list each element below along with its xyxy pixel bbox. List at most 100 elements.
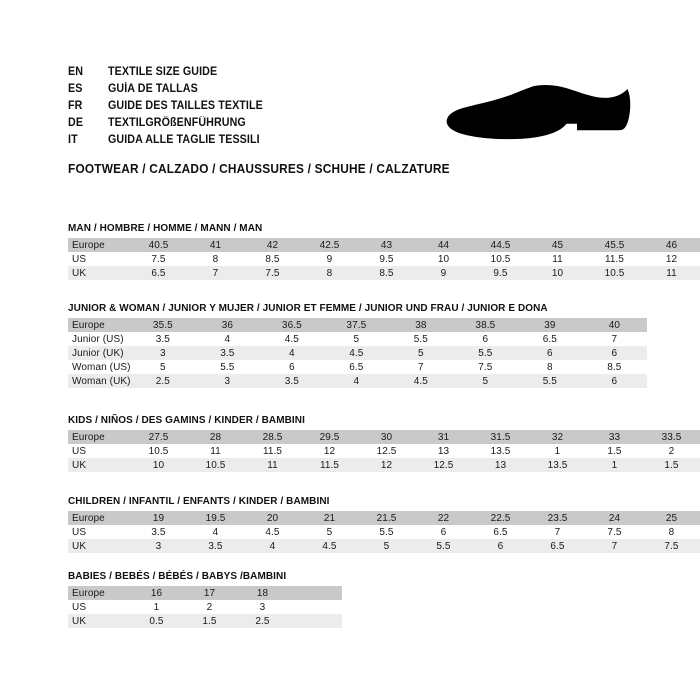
size-cell: 1.5 (183, 614, 236, 628)
size-cell: 5 (324, 332, 389, 346)
size-cell: 10.5 (130, 444, 187, 458)
row-label: UK (68, 266, 130, 280)
language-code: DE (68, 117, 84, 129)
size-cell: 8.5 (358, 266, 415, 280)
size-cell: 1.5 (643, 458, 700, 472)
size-cell: 3 (130, 539, 187, 553)
size-cell: 3.5 (187, 539, 244, 553)
size-section-junior-woman: JUNIOR & WOMAN / JUNIOR Y MUJER / JUNIOR… (68, 302, 647, 388)
size-column-header: 33 (586, 430, 643, 444)
size-column-header: 21 (301, 511, 358, 525)
size-cell: 7.5 (244, 266, 301, 280)
size-cell: 7 (582, 332, 647, 346)
row-label: Europe (68, 511, 130, 525)
size-column-header: 40 (582, 318, 647, 332)
size-column-header: 24 (586, 511, 643, 525)
language-title-block: EN TEXTILE SIZE GUIDE ES GUÍA DE TALLAS FR GU… (68, 64, 448, 149)
size-cell: 9 (301, 252, 358, 266)
size-table: Europe 40.5 41 42 42.5 43 44 44.5 45 45.5 46 US 7.5 8… (68, 238, 700, 280)
row-label: Junior (UK) (68, 346, 131, 360)
size-cell: 10 (529, 266, 586, 280)
size-column-header: 20 (244, 511, 301, 525)
size-column-header: 42.5 (301, 238, 358, 252)
size-column-header: 22 (415, 511, 472, 525)
size-cell: 1 (529, 444, 586, 458)
size-cell: 2.5 (130, 374, 196, 388)
row-label: Europe (68, 430, 130, 444)
section-heading: JUNIOR & WOMAN / JUNIOR Y MUJER / JUNIOR… (68, 302, 548, 314)
size-column-header: 44 (415, 238, 472, 252)
table-row: Junior (US) 3.5 4 4.5 5 5.5 6 6.5 7 (68, 332, 647, 346)
size-column-header: 45.5 (586, 238, 643, 252)
dress-shoe-icon (446, 82, 632, 146)
row-label: Woman (UK) (68, 374, 131, 388)
row-label: UK (68, 539, 130, 553)
size-column-header: 33.5 (643, 430, 700, 444)
row-label: Junior (US) (68, 332, 131, 346)
size-cell: 6 (259, 360, 325, 374)
size-cell: 7.5 (453, 360, 518, 374)
size-cell: 4.5 (301, 539, 358, 553)
size-column-header: 36.5 (259, 318, 325, 332)
size-column-header: 38 (388, 318, 454, 332)
size-cell: 3.5 (259, 374, 325, 388)
size-column-header: 37.5 (324, 318, 389, 332)
size-cell: 9.5 (472, 266, 529, 280)
row-label: Europe (68, 238, 130, 252)
size-cell: 2.5 (236, 614, 289, 628)
size-cell: 7.5 (586, 525, 643, 539)
table-header-row: Europe 27.5 28 28.5 29.5 30 31 31.5 32 33 33.5 (68, 430, 700, 444)
size-cell: 12 (358, 458, 415, 472)
language-row: ES GUÍA DE TALLAS (68, 81, 448, 98)
size-cell: 11.5 (301, 458, 358, 472)
size-column-header: 45 (529, 238, 586, 252)
size-cell: 6.5 (472, 525, 529, 539)
size-column-header: 39 (517, 318, 583, 332)
table-row: UK 0.5 1.5 2.5 (68, 614, 342, 628)
size-cell: 4 (244, 539, 301, 553)
row-label: US (68, 252, 130, 266)
size-cell: 6.5 (324, 360, 389, 374)
size-cell: 5 (388, 346, 454, 360)
row-label: Woman (US) (68, 360, 131, 374)
size-cell: 10.5 (187, 458, 244, 472)
section-heading: BABIES / BEBÉS / BÉBÉS / BABYS /BAMBINI (68, 570, 287, 582)
table-row: UK 3 3.5 4 4.5 5 5.5 6 6.5 7 7.5 (68, 539, 700, 553)
row-label: UK (68, 458, 130, 472)
size-column-header: 42 (244, 238, 301, 252)
size-cell: 11 (244, 458, 301, 472)
size-cell: 5.5 (415, 539, 472, 553)
size-column-header: 19 (130, 511, 187, 525)
size-cell: 7 (529, 525, 586, 539)
size-cell: 9.5 (358, 252, 415, 266)
language-title: GUIDA ALLE TAGLIE TESSILI (108, 134, 260, 146)
size-cell: 5 (301, 525, 358, 539)
size-cell: 4 (324, 374, 389, 388)
size-cell: 3 (195, 374, 260, 388)
language-code: IT (68, 134, 78, 146)
size-cell: 12 (643, 252, 700, 266)
size-section-babies: BABIES / BEBÉS / BÉBÉS / BABYS /BAMBINI E… (68, 570, 342, 628)
size-section-kids: KIDS / NIÑOS / DES GAMINS / KINDER / BAM… (68, 414, 700, 472)
size-cell (289, 600, 342, 614)
size-cell: 8 (301, 266, 358, 280)
language-row: IT GUIDA ALLE TAGLIE TESSILI (68, 132, 448, 149)
size-column-header: 36 (195, 318, 260, 332)
size-cell: 12.5 (415, 458, 472, 472)
size-cell: 10 (130, 458, 187, 472)
size-column-header: 23.5 (529, 511, 586, 525)
language-row: EN TEXTILE SIZE GUIDE (68, 64, 448, 81)
size-table: Europe 19 19.5 20 21 21.5 22 22.5 23.5 24 25 US 3.5 4… (68, 511, 700, 553)
size-cell: 13 (415, 444, 472, 458)
size-cell: 10 (415, 252, 472, 266)
size-cell: 6 (415, 525, 472, 539)
size-cell: 7 (187, 266, 244, 280)
size-column-header: 21.5 (358, 511, 415, 525)
size-cell: 7 (388, 360, 454, 374)
size-cell: 11.5 (586, 252, 643, 266)
size-cell: 5.5 (358, 525, 415, 539)
size-cell: 6 (582, 346, 647, 360)
size-section-children: CHILDREN / INFANTIL / ENFANTS / KINDER /… (68, 495, 700, 553)
size-column-header: 27.5 (130, 430, 187, 444)
size-column-header: 17 (183, 586, 236, 600)
